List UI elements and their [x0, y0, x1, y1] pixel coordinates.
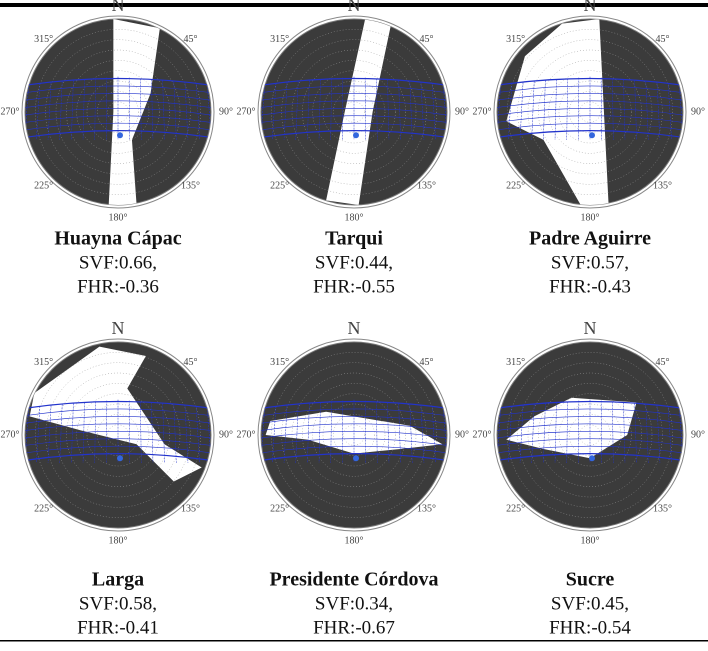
- compass-label: N: [112, 318, 125, 338]
- svf-value: SVF:0.45,: [551, 593, 629, 614]
- compass-label: 90°: [219, 106, 233, 117]
- compass-label: 45°: [184, 34, 198, 45]
- observer: [353, 132, 359, 138]
- compass-label: 180°: [109, 212, 128, 223]
- compass-label: 315°: [34, 357, 53, 368]
- street-name: Tarqui: [325, 228, 383, 250]
- compass-label: N: [584, 0, 597, 15]
- fhr-value: FHR:-0.54: [549, 617, 631, 638]
- compass-label: 45°: [656, 357, 670, 368]
- sky-diagram: N 180° 90° 270° 45° 315° 135° 225°: [473, 0, 706, 223]
- compass-label: 270°: [473, 429, 492, 440]
- compass-label: 135°: [417, 181, 436, 192]
- fhr-value: FHR:-0.43: [549, 276, 631, 297]
- compass-label: 180°: [109, 535, 128, 546]
- compass-label: 180°: [581, 535, 600, 546]
- compass-label: 270°: [1, 429, 20, 440]
- fhr-value: FHR:-0.36: [77, 276, 159, 297]
- fhr-value: FHR:-0.67: [313, 617, 395, 638]
- street-name: Huayna Cápac: [54, 228, 181, 250]
- sky-diagram: N 180° 90° 270° 45° 315° 135° 225°: [1, 318, 234, 546]
- compass-label: 270°: [1, 106, 20, 117]
- sky-diagram: N 180° 90° 270° 45° 315° 135° 225°: [237, 318, 470, 546]
- compass-label: 270°: [237, 106, 256, 117]
- fhr-value: FHR:-0.41: [77, 617, 159, 638]
- compass-label: 315°: [506, 357, 525, 368]
- fhr-value: FHR:-0.55: [313, 276, 395, 297]
- observer: [589, 455, 595, 461]
- compass-label: 315°: [34, 34, 53, 45]
- compass-label: 135°: [417, 504, 436, 515]
- observer: [117, 455, 123, 461]
- compass-label: 90°: [455, 106, 469, 117]
- compass-label: 225°: [270, 504, 289, 515]
- compass-label: 45°: [656, 34, 670, 45]
- compass-label: 135°: [181, 504, 200, 515]
- svf-value: SVF:0.34,: [315, 593, 393, 614]
- compass-label: 225°: [34, 181, 53, 192]
- compass-label: 45°: [184, 357, 198, 368]
- sky-layer: [492, 19, 687, 205]
- compass-label: 45°: [420, 357, 434, 368]
- compass-label: 90°: [219, 429, 233, 440]
- sky-diagram: N 180° 90° 270° 45° 315° 135° 225°: [1, 0, 234, 223]
- compass-label: 225°: [506, 504, 525, 515]
- compass-label: 135°: [181, 181, 200, 192]
- svf-value: SVF:0.44,: [315, 252, 393, 273]
- sky-diagram: N 180° 90° 270° 45° 315° 135° 225°: [473, 318, 706, 546]
- svf-value: SVF:0.57,: [551, 252, 629, 273]
- street-name: Sucre: [566, 569, 615, 591]
- compass-label: 225°: [34, 504, 53, 515]
- compass-label: 315°: [270, 357, 289, 368]
- compass-label: N: [348, 318, 361, 338]
- compass-label: 135°: [653, 504, 672, 515]
- compass-label: 225°: [270, 181, 289, 192]
- compass-label: 315°: [270, 34, 289, 45]
- svf-value: SVF:0.66,: [79, 252, 157, 273]
- compass-label: 315°: [506, 34, 525, 45]
- compass-label: 225°: [506, 181, 525, 192]
- compass-label: 45°: [420, 34, 434, 45]
- figure: N180°90°270°45°315°135°225°Huayna CápacS…: [0, 0, 708, 646]
- compass-label: 180°: [345, 212, 364, 223]
- sky-layer: [20, 19, 215, 205]
- street-name: Larga: [92, 569, 144, 591]
- bottom-rule: [0, 640, 708, 642]
- sky-diagram: N 180° 90° 270° 45° 315° 135° 225°: [237, 0, 470, 223]
- compass-label: 90°: [691, 429, 705, 440]
- compass-label: 135°: [653, 181, 672, 192]
- observer: [117, 132, 123, 138]
- street-name: Padre Aguirre: [529, 228, 651, 250]
- compass-label: 180°: [581, 212, 600, 223]
- compass-label: 270°: [237, 429, 256, 440]
- compass-label: N: [112, 0, 125, 15]
- compass-label: 270°: [473, 106, 492, 117]
- compass-label: 90°: [455, 429, 469, 440]
- street-name: Presidente Córdova: [269, 569, 438, 591]
- observer: [589, 132, 595, 138]
- compass-label: N: [584, 318, 597, 338]
- compass-label: 90°: [691, 106, 705, 117]
- compass-label: N: [348, 0, 361, 15]
- svf-value: SVF:0.58,: [79, 593, 157, 614]
- compass-label: 180°: [345, 535, 364, 546]
- observer: [353, 455, 359, 461]
